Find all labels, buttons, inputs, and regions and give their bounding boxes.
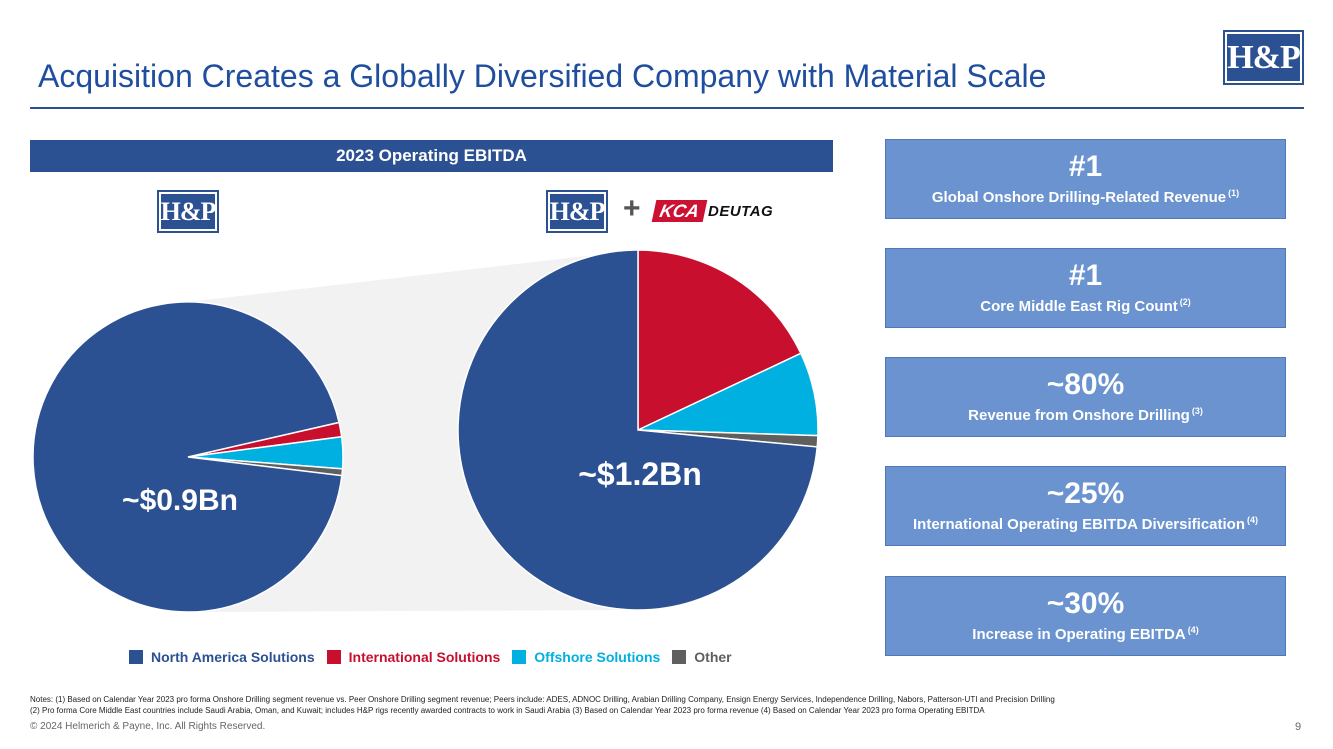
title-divider [30, 107, 1304, 109]
hp-logo: H&P [1223, 30, 1304, 85]
stat-card-onshore-revenue: #1 Global Onshore Drilling-Related Reven… [885, 139, 1286, 219]
legend-swatch-other [672, 650, 687, 664]
pie-2-slice-north-america-solutions [457, 249, 819, 611]
legend-item-international: International Solutions [326, 649, 500, 665]
kca-logo-text: DEUTAG [708, 202, 774, 220]
legend-item-other: Other [672, 649, 732, 665]
copyright: © 2024 Helmerich & Payne, Inc. All Right… [30, 721, 266, 732]
page-number: 9 [1295, 721, 1302, 733]
footnotes: Notes: (1) Based on Calendar Year 2023 p… [30, 695, 1055, 715]
plus-sign: + [623, 192, 641, 225]
hp-logo-right-chart: H&P [546, 190, 608, 233]
hp-logo-left-chart: H&P [157, 190, 219, 233]
stat-card-onshore-share: ~80% Revenue from Onshore Drilling (3) [885, 357, 1286, 437]
kca-deutag-logo: KCA DEUTAG [651, 200, 780, 222]
stat-card-international-diversification: ~25% International Operating EBITDA Dive… [885, 466, 1286, 546]
pie-1-total-label: ~$0.9Bn [122, 484, 238, 517]
pie-1-slice-north-america-solutions [32, 301, 343, 613]
legend-swatch-international [326, 650, 341, 664]
page-title: Acquisition Creates a Globally Diversifi… [38, 58, 1047, 94]
legend-item-north-america: North America Solutions [129, 649, 315, 665]
stat-card-ebitda-increase: ~30% Increase in Operating EBITDA (4) [885, 576, 1286, 656]
stat-card-rig-count: #1 Core Middle East Rig Count (2) [885, 248, 1286, 328]
pie-2-slice-international-solutions [637, 249, 802, 432]
legend-swatch-offshore [512, 650, 527, 664]
chart-legend: North America Solutions International So… [129, 649, 732, 665]
chart-title: 2023 Operating EBITDA [30, 140, 833, 172]
legend-item-offshore: Offshore Solutions [512, 649, 660, 665]
legend-swatch-north-america [129, 650, 143, 664]
pie-2-total-label: ~$1.2Bn [578, 456, 702, 492]
